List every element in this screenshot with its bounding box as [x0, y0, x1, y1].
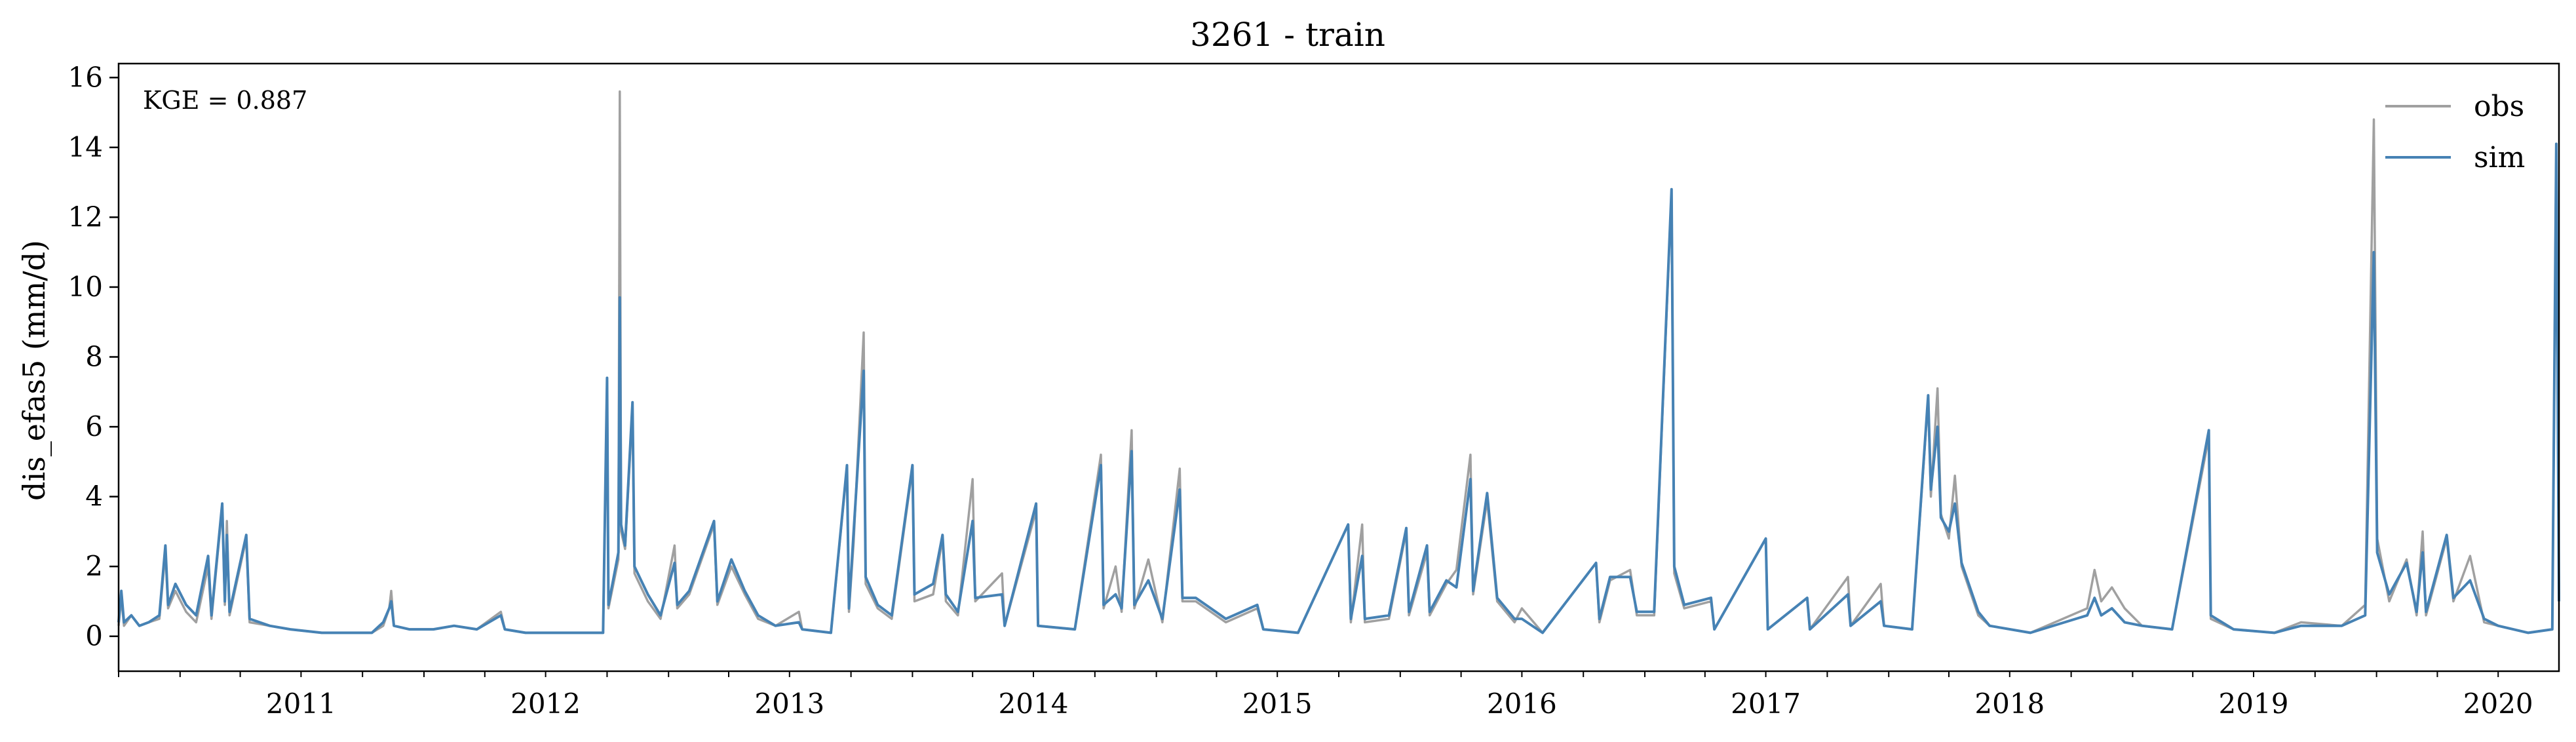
legend: obs sim — [2385, 90, 2525, 174]
series-line-obs — [117, 90, 2560, 635]
x-tick-label: 2015 — [1242, 688, 1313, 720]
x-axis-ticks: 2011 2012 2013 2014 2015 2016 2017 2018 2019 2020 — [118, 671, 2533, 720]
plot-frame — [117, 62, 2560, 673]
legend-sim-label: sim — [2474, 141, 2525, 174]
x-tick-label: 2017 — [1731, 688, 1801, 720]
chart-title: 3261 - train — [1190, 16, 1385, 54]
y-tick-label: 8 — [85, 341, 103, 373]
x-tick-label: 2011 — [266, 688, 336, 720]
legend-obs-label: obs — [2474, 90, 2524, 123]
x-tick-label: 2016 — [1487, 688, 1557, 720]
y-tick-label: 4 — [85, 480, 103, 513]
y-tick-label: 10 — [68, 271, 103, 303]
series-group — [117, 90, 2560, 635]
x-tick-label: 2014 — [999, 688, 1069, 720]
y-tick-label: 14 — [68, 131, 103, 163]
kge-annotation: KGE = 0.887 — [143, 86, 307, 115]
x-tick-label: 2020 — [2463, 688, 2533, 720]
x-tick-label: 2013 — [754, 688, 824, 720]
y-tick-label: 2 — [85, 550, 103, 582]
x-tick-label: 2019 — [2219, 688, 2289, 720]
y-tick-label: 16 — [68, 61, 103, 93]
series-line-sim — [117, 142, 2560, 635]
y-axis-ticks: 0 2 4 6 8 10 12 14 16 — [68, 61, 119, 652]
y-tick-label: 0 — [85, 620, 103, 652]
x-tick-label: 2018 — [1974, 688, 2045, 720]
y-tick-label: 6 — [85, 410, 103, 442]
x-tick-label: 2012 — [510, 688, 581, 720]
y-axis-label: dis_efas5 (mm/d) — [16, 240, 52, 501]
y-tick-label: 12 — [68, 201, 103, 233]
